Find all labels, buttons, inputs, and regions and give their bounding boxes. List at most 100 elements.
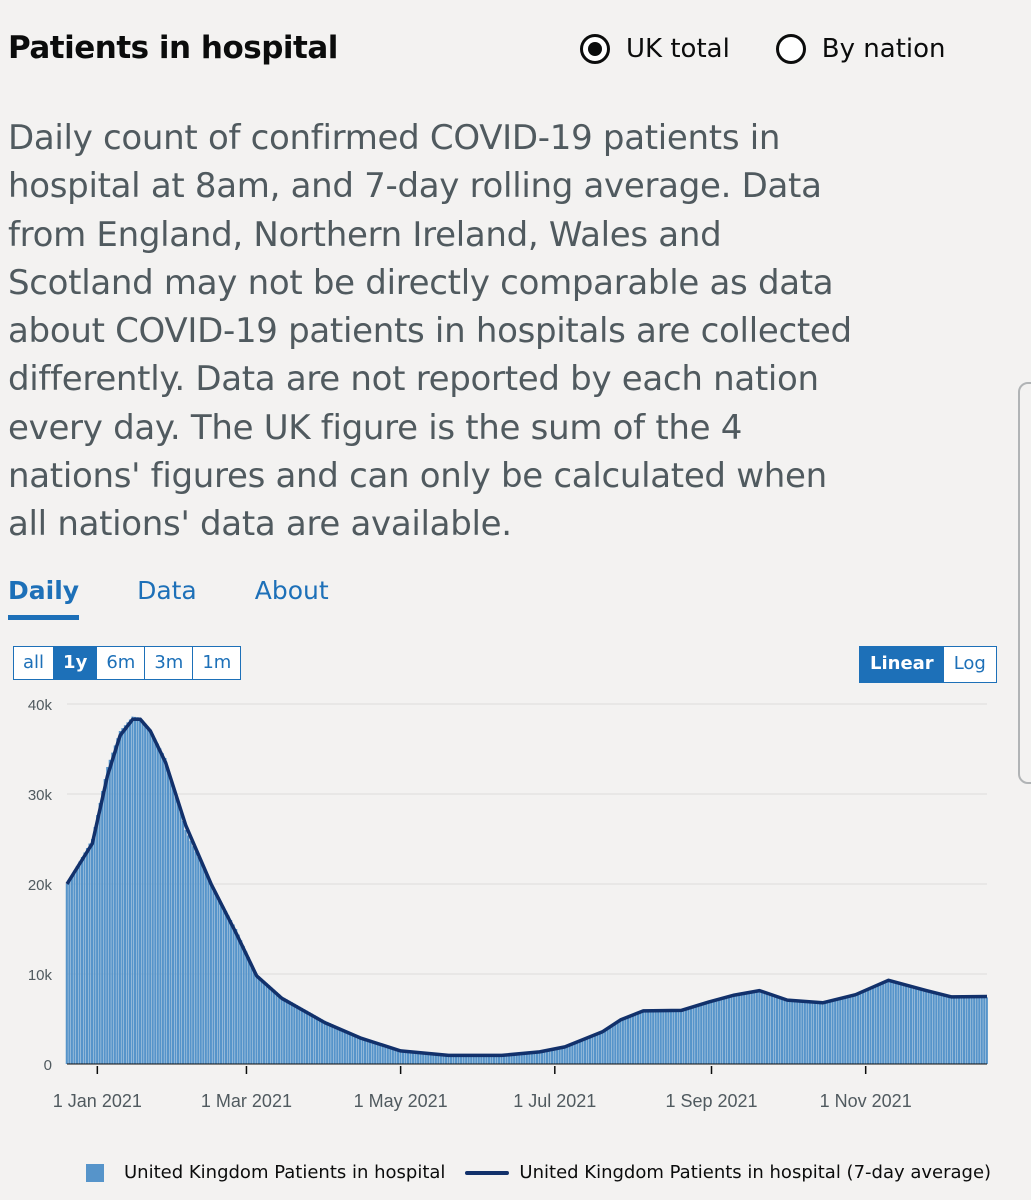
bar xyxy=(561,1048,564,1064)
bar xyxy=(358,1037,362,1064)
bar xyxy=(669,1010,672,1064)
bar xyxy=(406,1051,410,1064)
bar xyxy=(133,716,137,1064)
range-1m-button[interactable]: 1m xyxy=(193,647,241,679)
bar xyxy=(631,1015,635,1064)
bar xyxy=(363,1038,367,1064)
bar xyxy=(705,1003,708,1064)
bar xyxy=(707,1002,710,1064)
bar xyxy=(96,815,99,1064)
range-6m-button[interactable]: 6m xyxy=(97,647,146,679)
bar xyxy=(768,993,771,1064)
radio-uk-total[interactable]: UK total xyxy=(580,34,730,64)
bar xyxy=(237,934,240,1065)
bar xyxy=(523,1053,526,1064)
tab-about[interactable]: About xyxy=(254,576,329,605)
bar xyxy=(93,827,96,1064)
bar xyxy=(518,1054,521,1064)
bar xyxy=(690,1007,693,1064)
bar xyxy=(599,1033,602,1064)
radio-checked-icon[interactable] xyxy=(580,34,610,64)
bar xyxy=(419,1052,422,1064)
bar xyxy=(111,752,114,1064)
bar xyxy=(379,1043,382,1064)
bar xyxy=(735,995,738,1064)
bar xyxy=(636,1013,640,1064)
bar xyxy=(583,1039,587,1064)
bar xyxy=(262,980,266,1064)
bar xyxy=(106,767,109,1064)
bar xyxy=(647,1010,650,1064)
bar xyxy=(545,1050,549,1064)
bar xyxy=(510,1054,513,1064)
bar xyxy=(571,1044,574,1064)
bar xyxy=(945,995,948,1064)
bar xyxy=(189,840,192,1064)
bar xyxy=(783,998,786,1064)
bar xyxy=(434,1054,437,1064)
bar xyxy=(437,1054,440,1064)
bar xyxy=(141,720,144,1064)
bar xyxy=(502,1055,506,1064)
bar xyxy=(187,835,190,1064)
bar xyxy=(576,1042,579,1064)
scale-log-button[interactable]: Log xyxy=(943,647,996,682)
range-3m-button[interactable]: 3m xyxy=(145,647,194,679)
bar xyxy=(439,1055,442,1064)
bar xyxy=(528,1053,531,1064)
bar xyxy=(128,719,132,1064)
tab-data[interactable]: Data xyxy=(137,576,197,605)
tab-daily[interactable]: Daily xyxy=(8,576,80,620)
bar xyxy=(849,996,852,1064)
bar xyxy=(222,906,225,1064)
bar xyxy=(449,1055,453,1064)
bar xyxy=(454,1055,458,1064)
scrollbar-handle[interactable] xyxy=(1018,382,1031,784)
bar xyxy=(485,1055,488,1064)
bar xyxy=(581,1040,584,1064)
bar xyxy=(748,992,751,1064)
bar xyxy=(219,902,223,1064)
radio-by-nation[interactable]: By nation xyxy=(775,34,946,64)
radio-unchecked-icon[interactable] xyxy=(775,34,806,64)
bar xyxy=(508,1055,511,1064)
bar xyxy=(192,846,195,1064)
bar xyxy=(341,1028,344,1064)
range-1y-button[interactable]: 1y xyxy=(54,647,98,679)
range-all-button[interactable]: all xyxy=(14,647,55,679)
scale-linear-button[interactable]: Linear xyxy=(860,647,944,682)
bar xyxy=(877,984,880,1064)
bar xyxy=(621,1019,624,1064)
bar xyxy=(83,852,86,1064)
bar xyxy=(497,1055,501,1064)
bar xyxy=(649,1010,652,1064)
bar xyxy=(209,884,212,1064)
page-title: Patients in hospital xyxy=(8,30,338,66)
bar xyxy=(950,997,953,1064)
bar xyxy=(695,1006,698,1064)
bar xyxy=(586,1038,589,1064)
bar xyxy=(813,1002,817,1064)
bar xyxy=(899,983,902,1064)
bar xyxy=(412,1051,415,1064)
bar xyxy=(715,1000,718,1064)
bar xyxy=(793,999,796,1064)
average-line xyxy=(65,717,988,1058)
bar xyxy=(659,1010,662,1064)
bar xyxy=(285,999,288,1064)
bar xyxy=(144,723,147,1064)
bar xyxy=(889,980,892,1064)
bar xyxy=(182,821,185,1064)
bar xyxy=(657,1010,660,1064)
bar xyxy=(331,1024,334,1064)
bar xyxy=(126,722,129,1064)
bar xyxy=(773,995,776,1064)
scale-selector: Linear Log xyxy=(859,646,997,683)
bar xyxy=(626,1017,629,1064)
bar xyxy=(465,1055,468,1064)
bar xyxy=(596,1034,599,1064)
bar xyxy=(732,995,736,1064)
bar xyxy=(505,1055,508,1064)
bar xyxy=(639,1012,642,1064)
bar xyxy=(270,987,273,1064)
